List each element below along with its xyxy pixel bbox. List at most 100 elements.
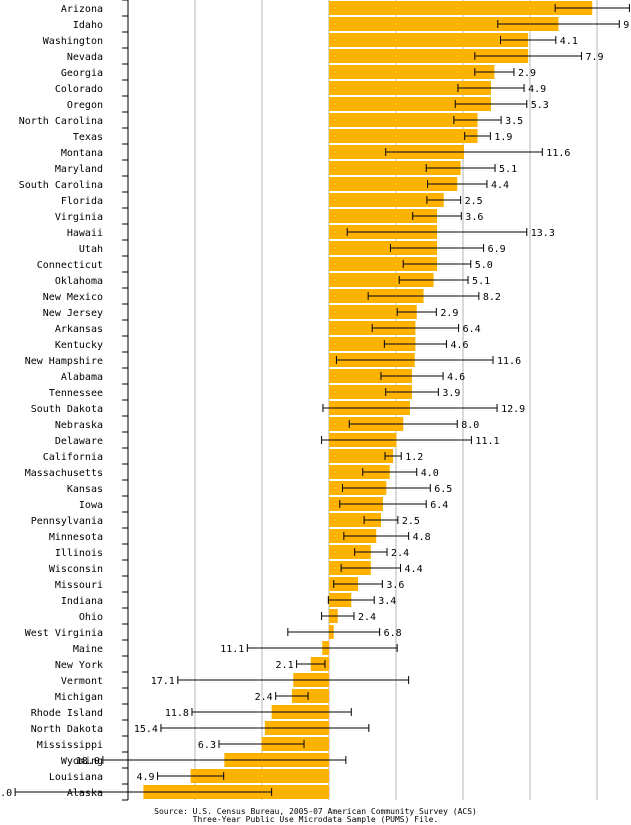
error-value-label: 6.4 (430, 500, 448, 511)
state-label: Hawaii (67, 228, 103, 239)
bar (329, 97, 491, 111)
bar (190, 769, 329, 783)
state-label: Tennessee (49, 388, 103, 399)
error-value-label: 15.4 (134, 724, 158, 735)
bar (329, 81, 491, 95)
bar (329, 193, 444, 207)
error-value-label: 4.6 (450, 340, 468, 351)
error-value-label: 3.6 (386, 580, 404, 591)
error-value-label: 3.6 (465, 212, 483, 223)
state-label: California (43, 452, 103, 463)
error-value-label: 9.0 (623, 20, 631, 31)
state-label: Rhode Island (31, 708, 103, 719)
error-value-label: 3.5 (505, 116, 523, 127)
error-value-label: 2.4 (255, 692, 273, 703)
state-label: North Dakota (31, 724, 103, 735)
error-value-label: 4.0 (421, 468, 439, 479)
error-value-label: 2.9 (440, 308, 458, 319)
error-value-label: 6.4 (463, 324, 481, 335)
error-value-label: 2.1 (276, 660, 294, 671)
state-label: Arizona (61, 4, 103, 15)
state-label: Oklahoma (55, 276, 103, 287)
state-label: Utah (79, 244, 103, 255)
state-label: South Dakota (31, 404, 103, 415)
state-label: Florida (61, 196, 103, 207)
error-value-label: 18.0 (76, 756, 100, 767)
bar (329, 305, 417, 319)
state-label: New Mexico (43, 292, 103, 303)
state-label: New Hampshire (25, 356, 103, 367)
state-label: Wyoming (61, 756, 103, 767)
category-axis (122, 0, 129, 801)
bar (329, 337, 416, 351)
error-value-label: 1.2 (405, 452, 423, 463)
state-label: West Virginia (25, 628, 103, 639)
error-value-label: 6.8 (384, 628, 402, 639)
state-label: Idaho (73, 20, 103, 31)
source-line-2: Three-Year Public Use Microdata Sample (… (192, 815, 439, 824)
error-value-label: 11.6 (546, 148, 570, 159)
state-label: Maine (73, 644, 103, 655)
bar (329, 161, 461, 175)
error-value-label: 5.1 (472, 276, 490, 287)
bar (329, 241, 437, 255)
state-label: Ohio (79, 612, 103, 623)
bar (329, 385, 413, 399)
error-value-label: 13.3 (531, 228, 555, 239)
source-line-1: Source: U.S. Census Bureau, 2005-07 Amer… (154, 807, 477, 816)
error-value-label: 11.1 (220, 644, 244, 655)
error-value-label: 4.6 (447, 372, 465, 383)
bar (329, 129, 478, 143)
error-value-label: 5.1 (499, 164, 517, 175)
bar (329, 369, 413, 383)
state-label: Arkansas (55, 324, 103, 335)
error-value-label: 5.0 (475, 260, 493, 271)
state-label: Kansas (67, 484, 103, 495)
state-label: Louisiana (49, 772, 103, 783)
error-value-label: 2.4 (358, 612, 376, 623)
state-label: Iowa (79, 500, 103, 511)
state-label: Maryland (55, 164, 103, 175)
state-label: Illinois (55, 548, 103, 559)
error-value-label: 2.9 (518, 68, 536, 79)
bar (329, 1, 593, 15)
state-label: New Jersey (43, 308, 103, 319)
error-value-label: 1.9 (494, 132, 512, 143)
bar (329, 49, 529, 63)
error-value-label: 11.8 (165, 708, 189, 719)
source-note: Source: U.S. Census Bureau, 2005-07 Amer… (0, 808, 631, 824)
state-label: Alaska (67, 788, 103, 799)
error-value-label: 4.4 (405, 564, 423, 575)
error-value-label: 2.4 (391, 548, 409, 559)
state-labels: Arizona Idaho Washington Nevada Georgia Color… (19, 4, 103, 799)
state-label: Pennsylvania (31, 516, 103, 527)
state-label: Alabama (61, 372, 103, 383)
bar (329, 17, 559, 31)
bar (329, 273, 434, 287)
bar (329, 177, 458, 191)
error-value-label: 19.0 (0, 788, 12, 799)
error-value-label: 4.9 (528, 84, 546, 95)
error-value-label: 4.9 (136, 772, 154, 783)
error-bars (14, 4, 630, 796)
state-label: Minnesota (49, 532, 103, 543)
bar (329, 465, 390, 479)
state-label: Montana (61, 148, 103, 159)
state-label: Nebraska (55, 420, 103, 431)
error-value-label: 6.9 (488, 244, 506, 255)
error-value-label: 3.4 (378, 596, 396, 607)
state-label: Michigan (55, 692, 103, 703)
error-value-label: 7.9 (585, 52, 603, 63)
state-label: Connecticut (37, 260, 103, 271)
error-value-label: 5.3 (531, 100, 549, 111)
bar (329, 449, 394, 463)
state-label: Kentucky (55, 340, 103, 351)
state-label: Massachusetts (25, 468, 103, 479)
state-label: Missouri (55, 580, 103, 591)
error-labels: 5.59.04.17.92.94.95.33.51.911.65.14.42.5… (0, 20, 631, 799)
error-value-label: 2.5 (465, 196, 483, 207)
error-value-label: 11.6 (497, 356, 521, 367)
bar (329, 33, 529, 47)
error-value-label: 4.4 (491, 180, 509, 191)
bar (329, 513, 381, 527)
